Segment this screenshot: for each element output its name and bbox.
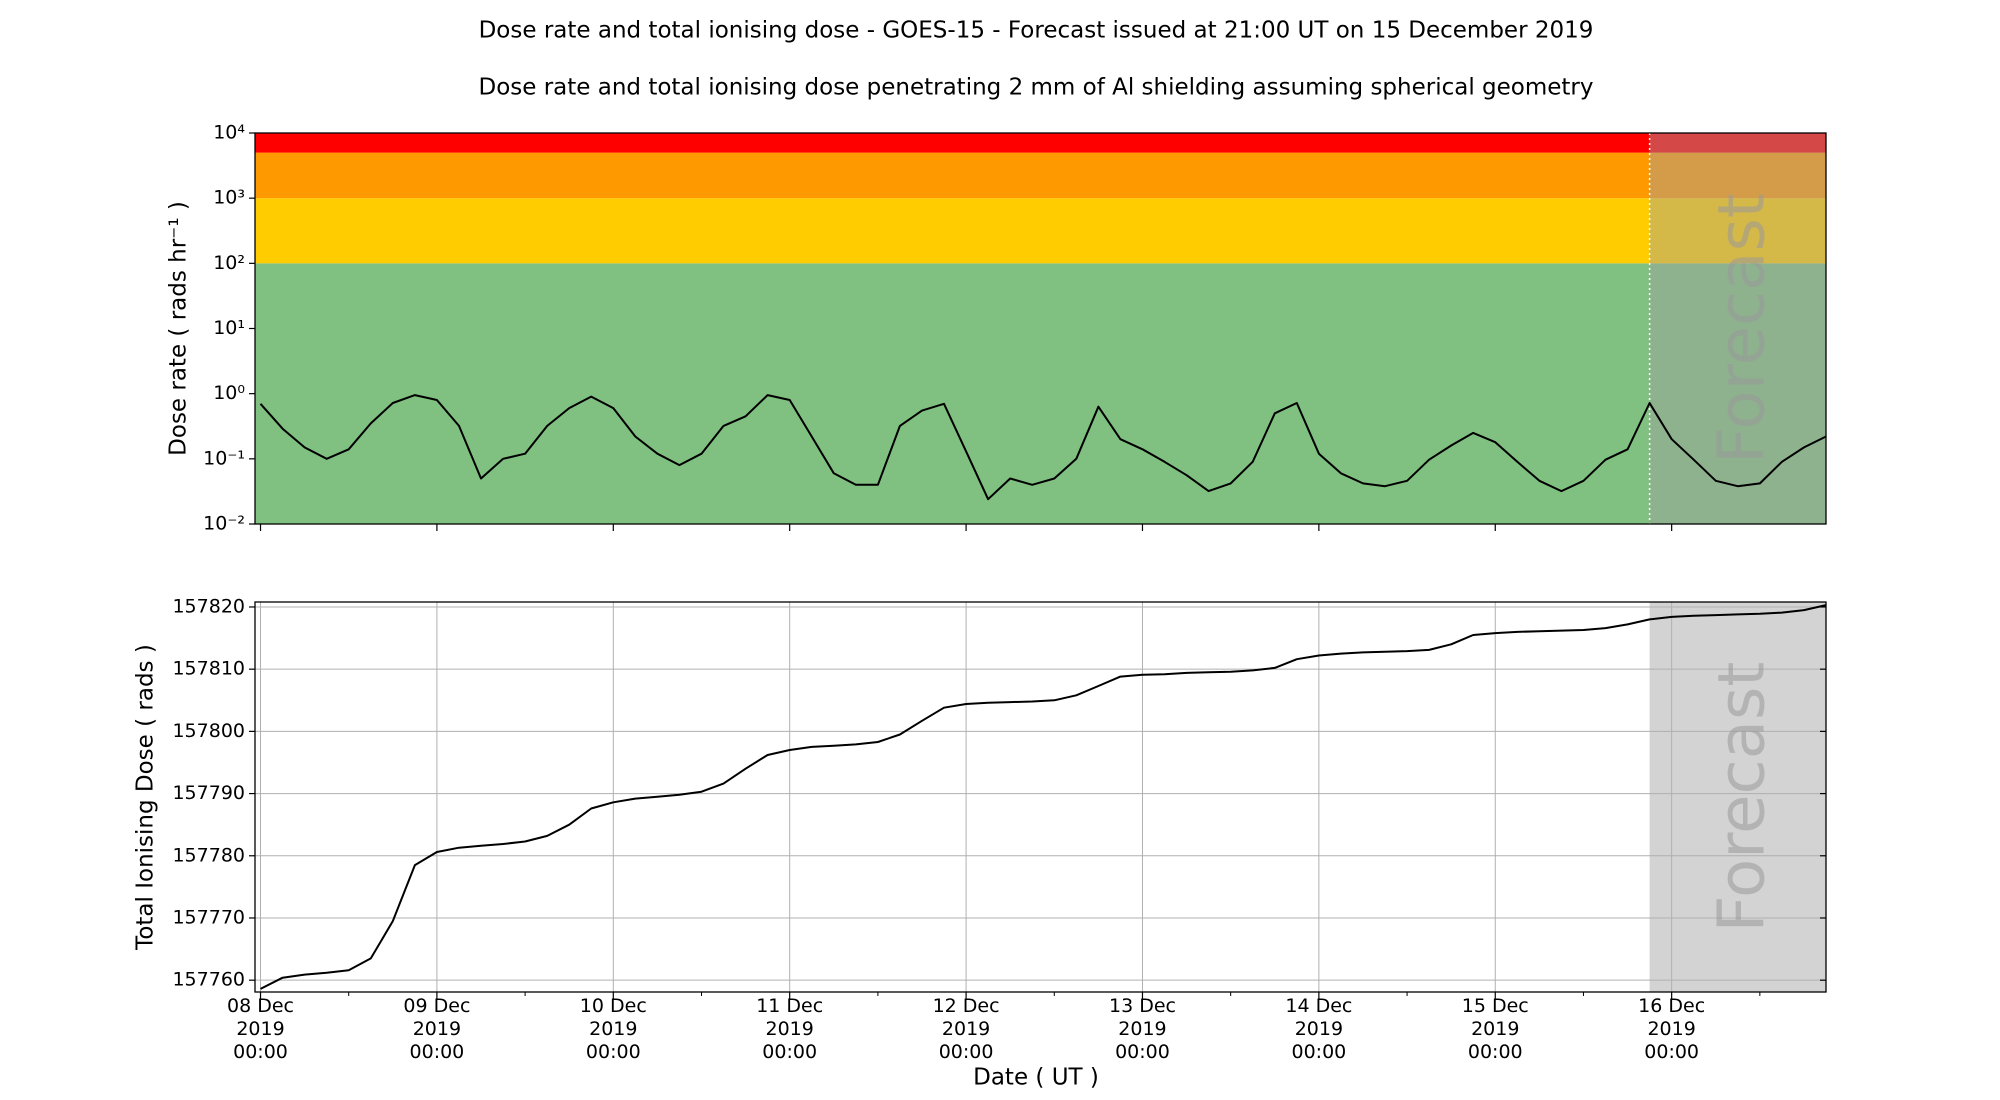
y-tick-label: 10⁴ — [213, 122, 245, 144]
forecast-label: Forecast — [1705, 662, 1779, 933]
x-tick-label: 12 Dec 2019 00:00 — [933, 995, 1000, 1063]
x-tick-label-line: 10 Dec — [580, 995, 647, 1017]
y-tick-label: 10⁻¹ — [203, 447, 245, 469]
x-tick-label-line: 00:00 — [1291, 1041, 1346, 1063]
x-tick-label-line: 00:00 — [762, 1041, 817, 1063]
y-tick-label: 10² — [213, 252, 245, 274]
x-tick-label-line: 15 Dec — [1462, 995, 1529, 1017]
x-tick-label-line: 2019 — [1295, 1018, 1343, 1040]
x-tick-label-line: 00:00 — [1468, 1041, 1523, 1063]
x-tick-label: 10 Dec 2019 00:00 — [580, 995, 647, 1063]
threshold-band — [255, 152, 1826, 199]
y-tick-label: 157790 — [172, 782, 245, 804]
y-tick-label: 157800 — [172, 720, 245, 742]
x-tick-label: 13 Dec 2019 00:00 — [1109, 995, 1176, 1063]
x-tick-label-line: 2019 — [1471, 1018, 1519, 1040]
y-tick-label: 10³ — [213, 187, 245, 209]
y-tick-label: 157760 — [172, 969, 245, 991]
x-tick-label: 08 Dec 2019 00:00 — [227, 995, 294, 1063]
x-tick-label-line: 08 Dec — [227, 995, 294, 1017]
y-tick-label: 10⁻² — [203, 513, 245, 535]
threshold-band — [255, 263, 1826, 524]
chart-subtitle: Dose rate and total ionising dose penetr… — [478, 75, 1593, 101]
x-tick-label-line: 00:00 — [233, 1041, 288, 1063]
x-tick-label-line: 2019 — [236, 1018, 284, 1040]
y-tick-label: 157810 — [172, 658, 245, 680]
y-axis-label: Total Ionising Dose ( rads ) — [133, 644, 159, 951]
x-tick-label-line: 00:00 — [1115, 1041, 1170, 1063]
y-tick-label: 157820 — [172, 595, 245, 617]
x-tick-label-line: 2019 — [942, 1018, 990, 1040]
x-tick-label: 11 Dec 2019 00:00 — [756, 995, 823, 1063]
x-axis-label: Date ( UT ) — [973, 1065, 1099, 1091]
x-tick-label-line: 00:00 — [1644, 1041, 1699, 1063]
y-tick-label: 10¹ — [213, 317, 245, 339]
forecast-region — [1649, 602, 1826, 992]
x-tick-label-line: 2019 — [589, 1018, 637, 1040]
x-tick-label-line: 00:00 — [586, 1041, 641, 1063]
x-tick-label: 09 Dec 2019 00:00 — [403, 995, 470, 1063]
x-tick-label-line: 14 Dec — [1285, 995, 1352, 1017]
y-tick-label: 157770 — [172, 906, 245, 928]
x-tick-label-line: 00:00 — [939, 1041, 994, 1063]
forecast-region — [1649, 133, 1826, 524]
x-tick-label-line: 2019 — [1118, 1018, 1166, 1040]
x-tick-label: 15 Dec 2019 00:00 — [1462, 995, 1529, 1063]
data-line — [260, 604, 1827, 990]
plot-frame — [254, 132, 1827, 525]
x-tick-label-line: 13 Dec — [1109, 995, 1176, 1017]
x-tick-label-line: 00:00 — [410, 1041, 465, 1063]
y-tick-label: 10⁰ — [213, 382, 245, 404]
y-axis-label: Dose rate ( rads hr⁻¹ ) — [166, 201, 192, 456]
data-line — [259, 394, 1827, 501]
threshold-band — [255, 133, 1826, 153]
threshold-band — [255, 198, 1826, 264]
x-tick-label-line: 2019 — [1647, 1018, 1695, 1040]
plot-frame — [254, 601, 1827, 993]
x-tick-label-line: 2019 — [413, 1018, 461, 1040]
forecast-label: Forecast — [1705, 193, 1779, 464]
y-tick-label: 157780 — [172, 844, 245, 866]
x-tick-label: 14 Dec 2019 00:00 — [1285, 995, 1352, 1063]
x-tick-label: 16 Dec 2019 00:00 — [1638, 995, 1705, 1063]
chart-title: Dose rate and total ionising dose - GOES… — [479, 18, 1594, 44]
x-tick-label-line: 11 Dec — [756, 995, 823, 1017]
x-tick-label-line: 09 Dec — [403, 995, 470, 1017]
x-tick-label-line: 12 Dec — [933, 995, 1000, 1017]
x-tick-label-line: 16 Dec — [1638, 995, 1705, 1017]
x-tick-label-line: 2019 — [766, 1018, 814, 1040]
